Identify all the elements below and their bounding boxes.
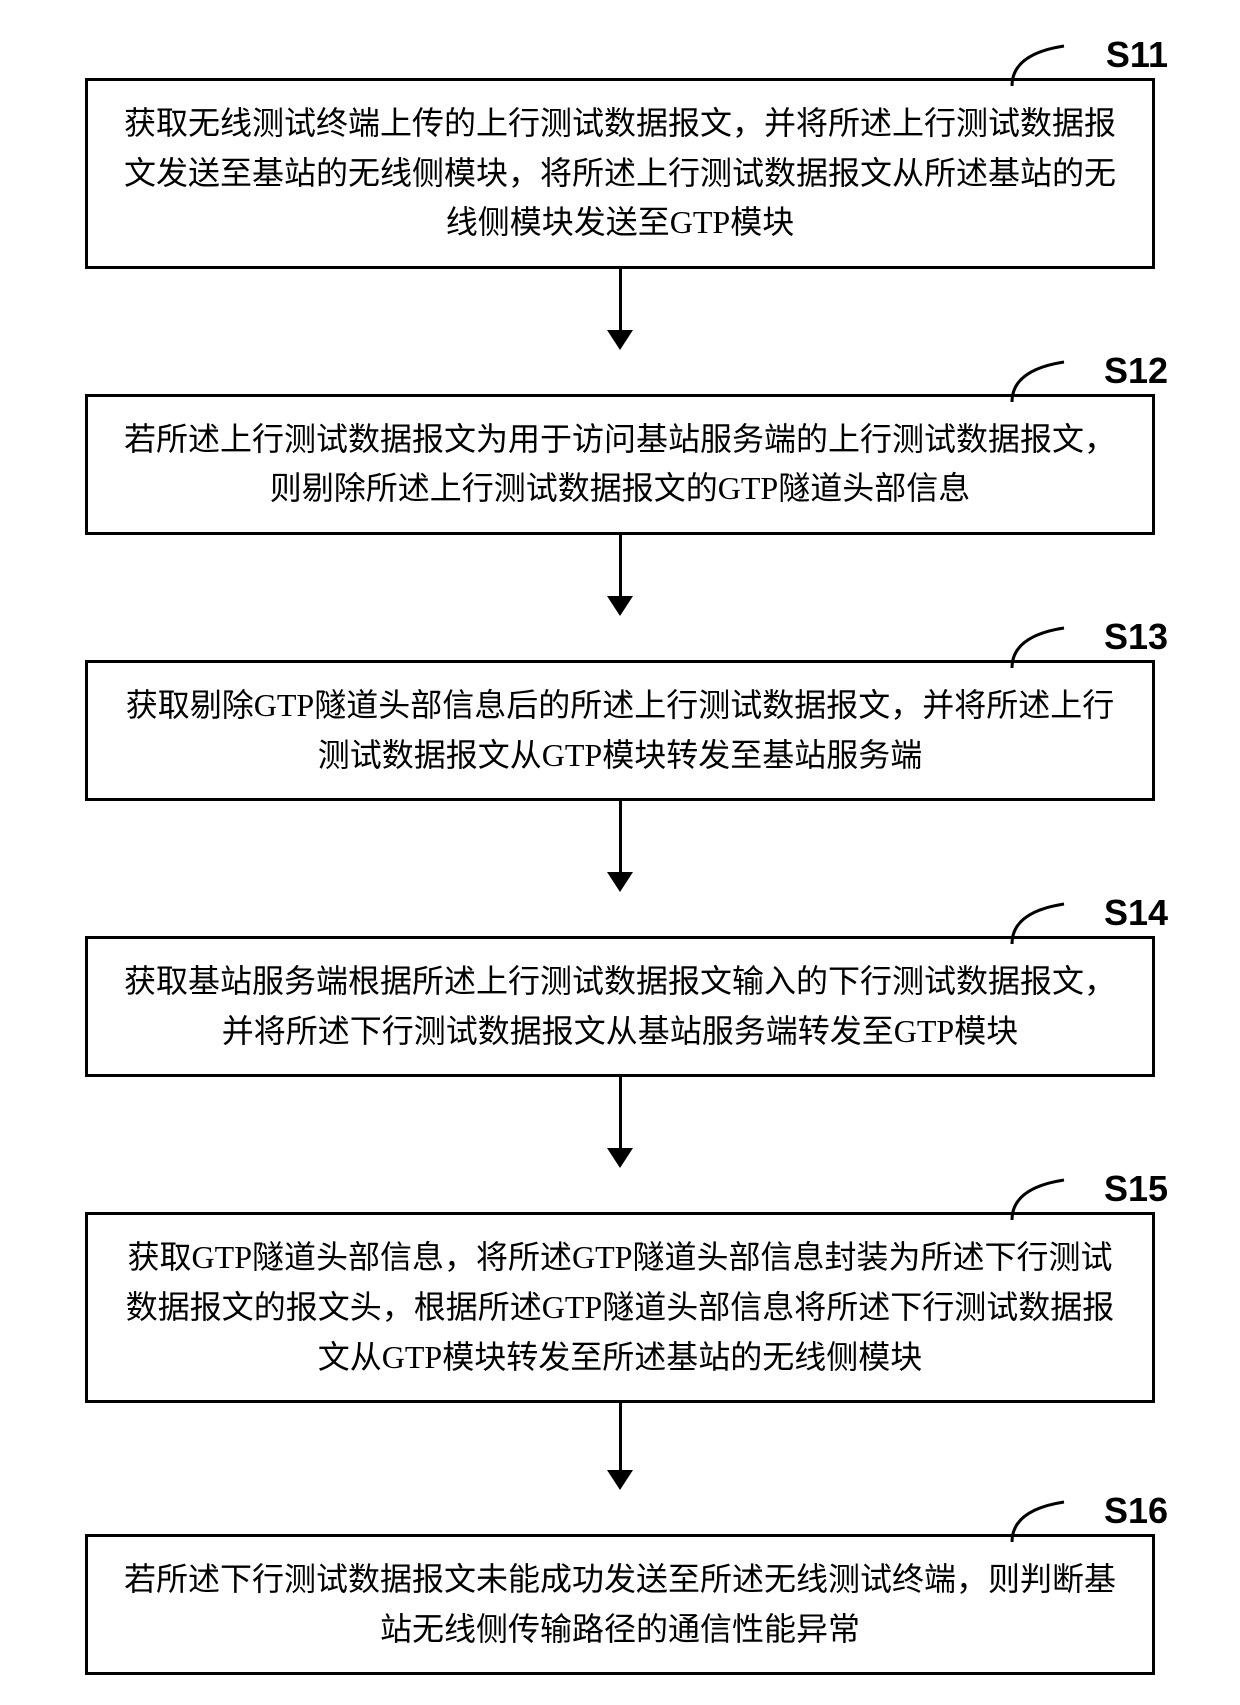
step-label-s16: S16 <box>1104 1490 1168 1532</box>
step-box-s14: 获取基站服务端根据所述上行测试数据报文输入的下行测试数据报文，并将所述下行测试数… <box>85 936 1155 1077</box>
step-wrap-s16: S16若所述下行测试数据报文未能成功发送至所述无线测试终端，则判断基站无线侧传输… <box>60 1534 1180 1675</box>
arrow-head-icon <box>607 596 633 616</box>
arrow-down-icon <box>607 1077 633 1168</box>
step-box-s13: 获取剔除GTP隧道头部信息后的所述上行测试数据报文，并将所述上行测试数据报文从G… <box>85 660 1155 801</box>
arrow-down-icon <box>607 269 633 350</box>
label-connector-s13 <box>1010 622 1080 670</box>
step-box-s15: 获取GTP隧道头部信息，将所述GTP隧道头部信息封装为所述下行测试数据报文的报文… <box>85 1212 1155 1403</box>
label-connector-s16 <box>1010 1496 1080 1544</box>
arrow-head-icon <box>607 872 633 892</box>
step-label-s14: S14 <box>1104 892 1168 934</box>
label-connector-s12 <box>1010 356 1080 404</box>
arrow-head-icon <box>607 1148 633 1168</box>
step-label-s13: S13 <box>1104 616 1168 658</box>
arrow-head-icon <box>607 330 633 350</box>
step-box-s16: 若所述下行测试数据报文未能成功发送至所述无线测试终端，则判断基站无线侧传输路径的… <box>85 1534 1155 1675</box>
step-box-s12: 若所述上行测试数据报文为用于访问基站服务端的上行测试数据报文，则剔除所述上行测试… <box>85 394 1155 535</box>
step-box-s11: 获取无线测试终端上传的上行测试数据报文，并将所述上行测试数据报文发送至基站的无线… <box>85 78 1155 269</box>
step-label-s15: S15 <box>1104 1168 1168 1210</box>
arrow-head-icon <box>607 1470 633 1490</box>
arrow-shaft <box>619 269 622 331</box>
arrow-shaft <box>619 1077 622 1149</box>
arrow-down-icon <box>607 801 633 892</box>
arrow-down-icon <box>607 535 633 616</box>
step-label-s12: S12 <box>1104 350 1168 392</box>
flowchart-container: S11获取无线测试终端上传的上行测试数据报文，并将所述上行测试数据报文发送至基站… <box>0 0 1240 1705</box>
arrow-down-icon <box>607 1403 633 1490</box>
step-wrap-s12: S12若所述上行测试数据报文为用于访问基站服务端的上行测试数据报文，则剔除所述上… <box>60 394 1180 535</box>
label-connector-s11 <box>1010 40 1080 88</box>
label-connector-s15 <box>1010 1174 1080 1222</box>
arrow-shaft <box>619 535 622 597</box>
step-wrap-s15: S15获取GTP隧道头部信息，将所述GTP隧道头部信息封装为所述下行测试数据报文… <box>60 1212 1180 1403</box>
step-wrap-s14: S14获取基站服务端根据所述上行测试数据报文输入的下行测试数据报文，并将所述下行… <box>60 936 1180 1077</box>
step-label-s11: S11 <box>1106 34 1168 76</box>
arrow-shaft <box>619 801 622 873</box>
step-wrap-s13: S13获取剔除GTP隧道头部信息后的所述上行测试数据报文，并将所述上行测试数据报… <box>60 660 1180 801</box>
arrow-shaft <box>619 1403 622 1471</box>
step-wrap-s11: S11获取无线测试终端上传的上行测试数据报文，并将所述上行测试数据报文发送至基站… <box>60 78 1180 269</box>
label-connector-s14 <box>1010 898 1080 946</box>
